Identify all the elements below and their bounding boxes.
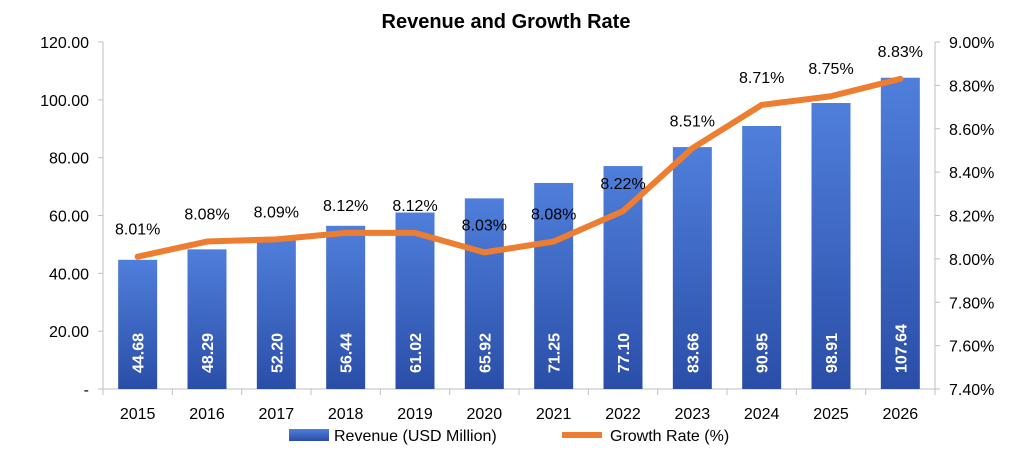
x-tick-label: 2017 [259,406,295,423]
bar-2018 [326,225,366,389]
bar-2015 [118,259,158,389]
legend-swatch-revenue [289,429,329,441]
y-right-tick-label: 8.20% [949,209,994,226]
growth-rate-label: 8.12% [323,198,368,215]
growth-rate-point [690,146,694,150]
bar-value-label: 83.66 [685,333,702,373]
legend-label-growth: Growth Rate (%) [610,428,729,445]
growth-rate-point [898,77,902,81]
growth-rate-label: 8.01% [115,222,160,239]
growth-rate-label: 8.71% [739,70,784,87]
growth-rate-label: 8.83% [878,44,923,61]
x-tick-label: 2015 [120,406,156,423]
bar-2016 [187,249,227,389]
growth-rate-point [136,255,140,259]
x-tick-label: 2022 [605,406,641,423]
x-axis-ticks: 2015 2016 2017 2018 2019 2020 2021 2022 2023 2024… [120,406,918,423]
growth-rate-point [413,231,417,235]
axes: - 20.00 40.00 60.00 80.00 100.00 120.00 7.40% 7.… [40,35,994,399]
x-tick-label: 2025 [813,406,849,423]
y-left-tick-label: 120.00 [40,35,89,52]
bar-2019 [395,212,435,389]
y-right-tick-label: 8.60% [949,122,994,139]
y-right-tick-label: 9.00% [949,35,994,52]
bar-2026 [880,77,920,389]
bar-value-label: 65.92 [477,333,494,373]
growth-rate-label: 8.75% [808,61,853,78]
legend-label-revenue: Revenue (USD Million) [334,428,497,445]
bar-2024 [742,126,782,389]
y-left-tick-label: - [84,382,89,399]
growth-rate-label: 8.22% [600,176,645,193]
x-tick-label: 2019 [397,406,433,423]
x-tick-label: 2024 [744,406,780,423]
y-right-tick-label: 8.00% [949,252,994,269]
y-right-tick-label: 7.40% [949,382,994,399]
chart-title: Revenue and Growth Rate [382,11,631,33]
growth-rate-point [829,94,833,98]
bar-2020 [464,198,504,389]
x-tick-label: 2021 [536,406,572,423]
bar-value-label: 90.95 [755,333,772,373]
y-left-tick-label: 80.00 [49,151,89,168]
y-left-tick-label: 40.00 [49,266,89,283]
bar-2023 [672,147,712,389]
bar-series [118,77,920,389]
y-right-tick-label: 7.60% [949,339,994,356]
bar-value-label: 56.44 [339,333,356,373]
growth-rate-point [760,103,764,107]
x-tick-label: 2016 [189,406,225,423]
bar-value-label: 77.10 [616,333,633,373]
y-right-tick-label: 7.80% [949,295,994,312]
y-left-tick-label: 100.00 [40,93,89,110]
growth-rate-point [552,240,556,244]
growth-rate-label: 8.08% [184,207,229,224]
bar-value-label: 61.02 [408,333,425,373]
growth-rate-label: 8.08% [531,207,576,224]
growth-rate-label: 8.09% [254,204,299,221]
y-left-tick-label: 20.00 [49,324,89,341]
x-tick-label: 2020 [467,406,503,423]
x-tick-label: 2026 [883,406,919,423]
bar-value-label: 107.64 [893,324,910,373]
bar-2025 [811,102,851,389]
x-tick-label: 2023 [675,406,711,423]
line-series [134,75,904,260]
growth-rate-line [134,75,904,260]
bar-labels: 44.68 48.29 52.20 56.44 61.02 65.92 71.25 77.10… [131,324,911,373]
y-right-tick-label: 8.40% [949,165,994,182]
bar-value-label: 52.20 [269,333,286,373]
growth-rate-point [621,209,625,213]
growth-rate-label: 8.12% [392,198,437,215]
x-tick-label: 2018 [328,406,364,423]
rate-labels: 8.01% 8.08% 8.09% 8.12% 8.12% 8.03% 8.08% 8.22%… [115,44,923,239]
growth-rate-point [482,250,486,254]
bar-value-label: 48.29 [200,333,217,373]
bar-value-label: 98.91 [824,333,841,373]
bar-2017 [256,238,296,389]
y-left-tick-label: 60.00 [49,209,89,226]
growth-rate-point [205,240,209,244]
legend: Revenue (USD Million) Growth Rate (%) [289,428,729,445]
growth-rate-point [344,231,348,235]
growth-rate-point [274,237,278,241]
y-right-tick-label: 8.80% [949,78,994,95]
growth-rate-label: 8.03% [462,217,507,234]
bar-2021 [534,182,574,389]
bar-value-label: 71.25 [547,333,564,373]
bar-value-label: 44.68 [131,333,148,373]
growth-rate-label: 8.51% [670,113,715,130]
